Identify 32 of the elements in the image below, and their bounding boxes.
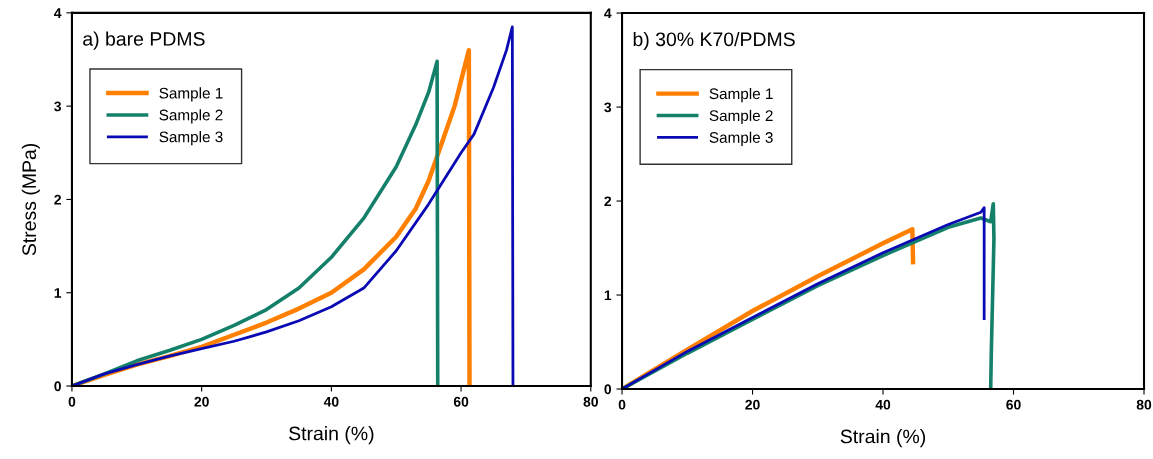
x-tick-label: 80	[583, 396, 598, 407]
line-series	[71, 25, 515, 387]
y-tick-label: 1	[54, 288, 62, 298]
y-tick-label: 2	[54, 194, 61, 205]
x-tick-label: 60	[1006, 399, 1021, 410]
y-tick-label: 3	[54, 101, 62, 112]
x-tick-label: 60	[453, 396, 469, 407]
x-tick-label: 0	[68, 396, 76, 407]
legend-label: Sample 2	[709, 109, 773, 125]
legend-label: Sample 3	[159, 131, 223, 146]
x-tick-label: 80	[1136, 399, 1152, 410]
x-tick-label: 20	[745, 399, 760, 410]
y-tick-label: 4	[604, 8, 612, 19]
text: b) 30% K70/PDMS	[633, 31, 795, 50]
x-tick-label: 20	[194, 396, 209, 407]
x-tick-label: 40	[323, 396, 339, 407]
y-tick-label: 0	[604, 384, 612, 395]
legend-label: Sample 2	[159, 109, 223, 124]
y-tick-label: 0	[54, 381, 61, 392]
y-tick-label: 2	[604, 196, 612, 207]
x-tick-label: 40	[875, 399, 891, 410]
legend-label: Sample 1	[159, 87, 223, 102]
text: a) bare PDMS	[83, 31, 205, 50]
y-tick-label: 4	[54, 8, 62, 18]
legend-label: Sample 1	[709, 87, 773, 103]
x-axis-title: Strain (%)	[840, 429, 926, 448]
legend-label: Sample 3	[709, 131, 773, 146]
y-tick-label: 3	[604, 102, 612, 113]
x-axis-title: Strain (%)	[289, 426, 374, 445]
y-tick-label: 1	[604, 290, 612, 301]
x-tick-label: 0	[618, 399, 626, 410]
y-axis-title: Stress (MPa)	[21, 143, 40, 256]
